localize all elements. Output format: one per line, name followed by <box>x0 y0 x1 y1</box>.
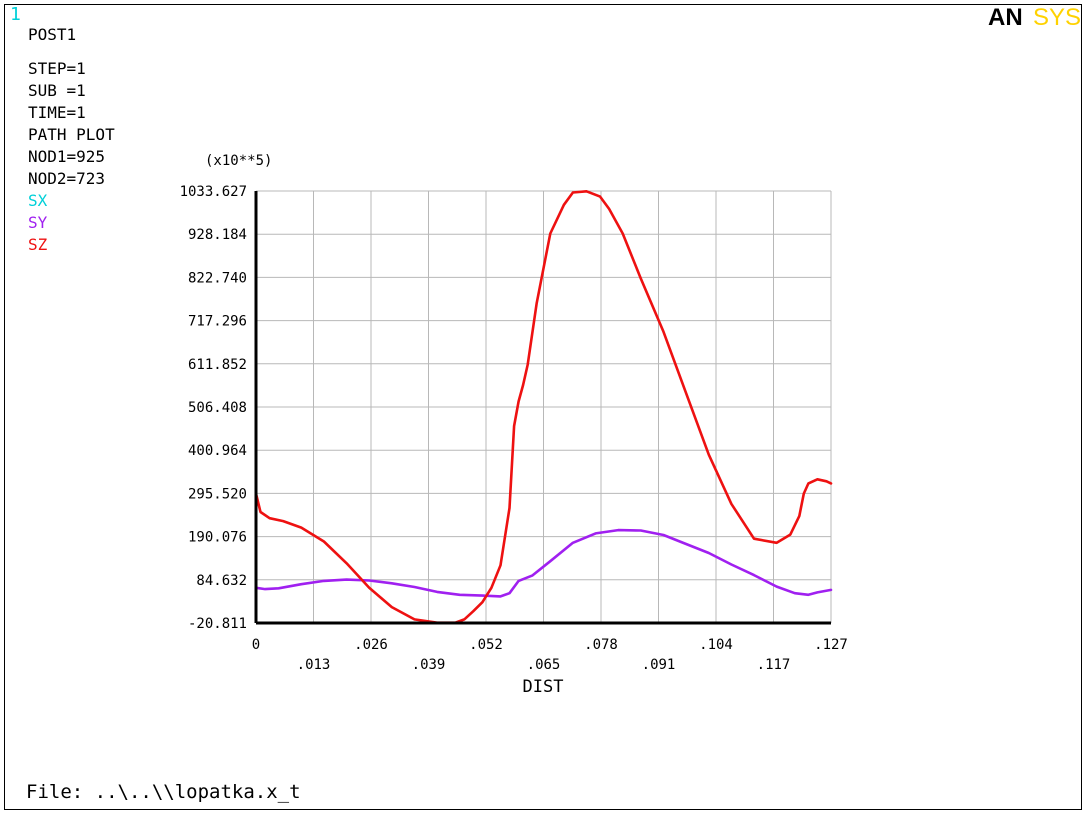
legend-entry-sz: SZ <box>28 235 48 254</box>
info-line: SUB =1 <box>28 81 86 100</box>
y-tick-label: 400.964 <box>188 443 247 459</box>
y-tick-label: -20.811 <box>188 616 247 632</box>
x-tick-label: .104 <box>699 637 733 653</box>
x-tick-label: .013 <box>297 657 331 673</box>
y-tick-label: 928.184 <box>188 227 247 243</box>
window-number: 1 <box>10 4 21 25</box>
series-line-sz <box>254 190 833 624</box>
y-tick-label: 1033.627 <box>180 184 247 200</box>
info-line: NOD1=925 <box>28 147 105 166</box>
x-tick-label: .039 <box>412 657 446 673</box>
x-tick-labels: 0 .026 .052 .078 .104 .127 .013 .039 .065 .091 .11… <box>252 637 848 673</box>
file-label: File: ..\..\\lopatka.x_t <box>26 781 301 803</box>
x-tick-label: .026 <box>354 637 388 653</box>
x-tick-label: 0 <box>252 637 260 653</box>
y-tick-label: 611.852 <box>188 357 247 373</box>
legend-entry-sx: SX <box>28 191 48 210</box>
ansys-logo: AN SYS <box>988 4 1081 31</box>
series <box>254 190 833 624</box>
info-line: STEP=1 <box>28 59 86 78</box>
info-lines: STEP=1 SUB =1 TIME=1 PATH PLOT NOD1=925 NOD2=… <box>28 59 115 188</box>
info-line: NOD2=723 <box>28 169 105 188</box>
series-line-sy <box>254 528 833 598</box>
x-tick-label: .127 <box>814 637 848 653</box>
mode-label: POST1 <box>28 25 76 44</box>
info-line: TIME=1 <box>28 103 86 122</box>
x-tick-label: .065 <box>527 657 561 673</box>
y-tick-label: 84.632 <box>196 573 247 589</box>
x-tick-label: .091 <box>642 657 676 673</box>
y-tick-label: 822.740 <box>188 270 247 286</box>
y-tick-labels: 1033.627 928.184 822.740 717.296 611.852 506.… <box>180 184 247 632</box>
y-tick-label: 717.296 <box>188 314 247 330</box>
legend: SX SY SZ <box>28 191 48 254</box>
x-tick-label: .052 <box>469 637 503 653</box>
logo-text-sys: SYS <box>1033 4 1081 31</box>
x-axis-label: DIST <box>523 677 564 697</box>
axes <box>254 191 831 625</box>
y-tick-label: 190.076 <box>188 530 247 546</box>
x-tick-label: .117 <box>757 657 791 673</box>
y-multiplier: (x10**5) <box>205 153 272 169</box>
y-tick-label: 506.408 <box>188 400 247 416</box>
logo-text-an: AN <box>988 4 1023 31</box>
x-tick-label: .078 <box>584 637 618 653</box>
y-tick-label: 295.520 <box>188 486 247 502</box>
plot-window <box>4 4 1082 810</box>
legend-entry-sy: SY <box>28 213 48 232</box>
info-line: PATH PLOT <box>28 125 115 144</box>
